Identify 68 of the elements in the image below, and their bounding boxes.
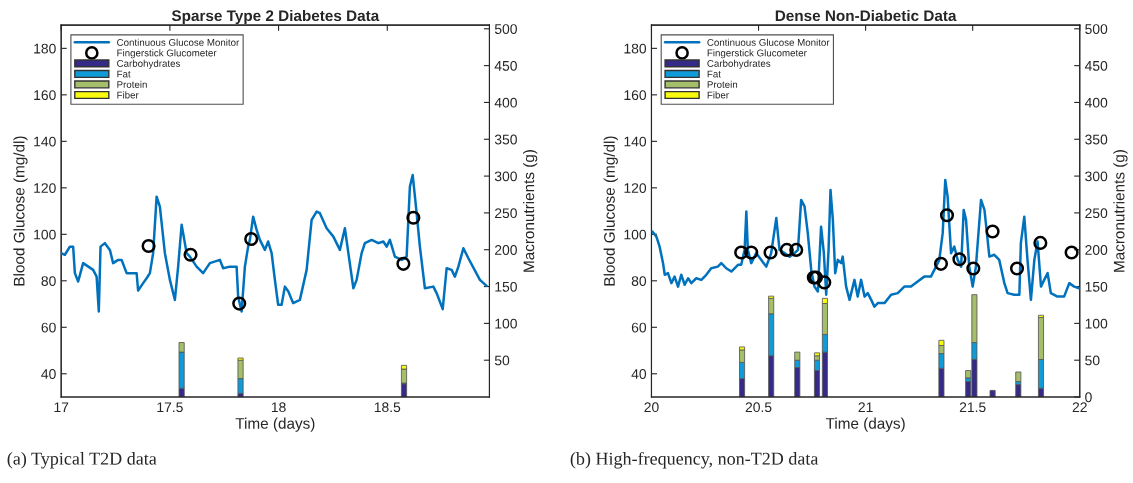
y2-tick-label: 500	[494, 24, 517, 34]
y-tick-label: 40	[631, 369, 647, 379]
y2-tick-label: 200	[1085, 245, 1108, 255]
legend-label: Carbohydrates	[117, 59, 181, 69]
y2-tick-label: 300	[1085, 171, 1108, 182]
legend-label: Carbohydrates	[707, 59, 771, 69]
legend-label: Fat	[707, 70, 721, 78]
y-tick-label: 120	[624, 183, 647, 193]
y2-tick-label: 450	[494, 60, 517, 71]
x-tick-label: 17	[54, 402, 69, 412]
y-tick-label: 40	[41, 369, 56, 379]
y-tick-label: 80	[631, 276, 647, 286]
legend-label: Protein	[117, 80, 147, 88]
y2-tick-label: 300	[494, 171, 517, 182]
legend-label: Fiber	[117, 91, 139, 99]
y-tick-label: 80	[41, 276, 56, 286]
chart-title: Sparse Type 2 Diabetes Data	[171, 9, 380, 25]
legend-label: Fingerstick Glucometer	[117, 49, 217, 59]
y2-tick-label: 150	[495, 281, 517, 292]
y2-tick-label: 150	[1085, 281, 1108, 292]
x-tick-label: 18.5	[374, 402, 401, 413]
text: (b) High-frequency, non-T2D data	[570, 451, 819, 469]
legend-label: Fat	[117, 70, 131, 78]
y2-tick-label: 500	[1085, 24, 1108, 34]
y-tick-label: 160	[624, 90, 647, 101]
y2-tick-label: 100	[495, 318, 517, 329]
legend-label: Fiber	[707, 91, 729, 99]
y-axis-title: Blood Glucose (mg/dl)	[603, 136, 618, 286]
x-tick-label: 17.5	[157, 402, 183, 413]
y2-axis-title: Macronutrients (g)	[523, 150, 538, 272]
y2-tick-label: 250	[1085, 208, 1108, 219]
y-tick-label: 140	[34, 136, 56, 147]
y2-tick-label: 450	[1084, 60, 1108, 71]
y2-tick-label: 50	[1085, 355, 1100, 366]
y2-tick-label: 400	[1084, 97, 1108, 108]
y-axis-title: Blood Glucose (mg/dl)	[13, 136, 28, 286]
y-tick-label: 120	[34, 183, 56, 193]
y2-axis-title: Macronutrients (g)	[1113, 150, 1128, 272]
legend-label: Fingerstick Glucometer	[707, 49, 807, 59]
y2-tick-label: 50	[494, 355, 510, 366]
y-tick-label: 140	[624, 136, 647, 147]
y2-tick-label: 350	[494, 134, 517, 145]
y-tick-label: 100	[34, 229, 56, 240]
y2-tick-label: 0	[1085, 392, 1092, 403]
x-axis-title: Time (days)	[825, 417, 905, 432]
x-tick-label: 22	[1072, 402, 1087, 412]
y2-tick-label: 250	[495, 208, 517, 219]
text: (a) Typical T2D data	[7, 452, 157, 469]
x-tick-label: 21	[858, 402, 873, 412]
x-tick-label: 18	[271, 402, 286, 413]
y2-tick-label: 350	[1085, 134, 1108, 145]
x-axis-title: Time (days)	[235, 417, 315, 432]
x-tick-label: 20	[644, 402, 659, 413]
y2-tick-label: 400	[494, 97, 517, 108]
x-tick-label: 20.5	[745, 402, 772, 413]
y-tick-label: 160	[34, 90, 56, 101]
x-tick-label: 21.5	[959, 402, 986, 413]
legend-label: Continuous Glucose Monitor	[707, 38, 830, 46]
legend-label: Continuous Glucose Monitor	[117, 38, 240, 46]
y-tick-label: 100	[624, 229, 647, 240]
y-tick-label: 60	[631, 322, 647, 333]
legend-label: Protein	[707, 80, 738, 88]
y-tick-label: 60	[41, 322, 56, 333]
y2-tick-label: 200	[495, 245, 517, 255]
y-tick-label: 180	[34, 43, 56, 54]
y-tick-label: 180	[624, 43, 647, 54]
chart-title: Dense Non-Diabetic Data	[775, 9, 957, 22]
y2-tick-label: 100	[1085, 318, 1108, 329]
